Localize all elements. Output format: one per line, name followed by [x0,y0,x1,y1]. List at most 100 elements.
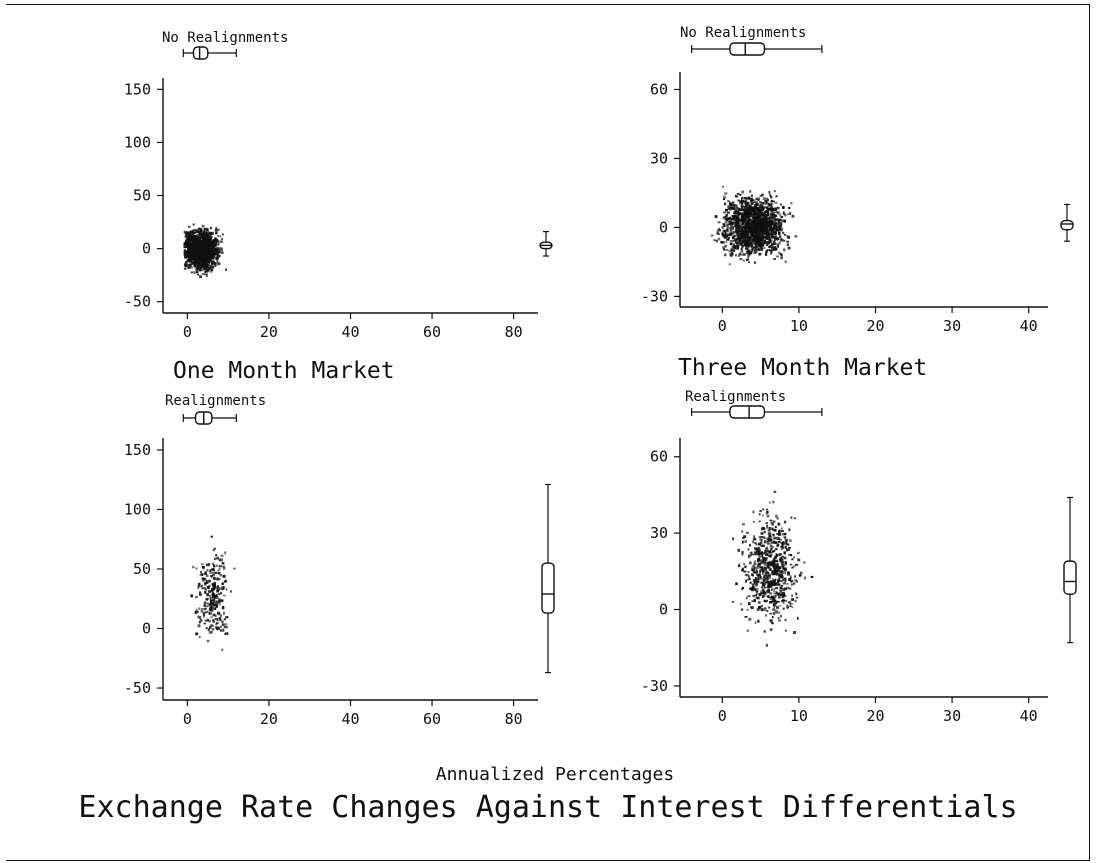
scatter-point [787,572,791,576]
box-label: No Realignments [162,30,288,46]
scatter-point [754,216,758,220]
scatter-point [788,528,791,532]
scatter-point [762,536,765,539]
scatter-point [751,234,755,238]
scatter-point [770,585,773,588]
scatter-point [794,599,797,603]
scatter-point [221,648,224,651]
scatter-point [766,218,770,220]
scatter-point [789,577,792,579]
scatter-point [774,230,777,233]
scatter-point [748,216,751,219]
scatter-point [773,226,776,229]
scatter-point [741,530,744,533]
scatter-point [772,608,775,611]
scatter-point [778,218,781,221]
scatter-point [206,610,209,613]
scatter-point [759,559,762,562]
scatter-point [216,244,220,247]
scatter-point [772,212,776,215]
scatter-point [217,619,219,622]
scatter-point [768,536,770,540]
scatter-point [781,595,785,598]
scatter-point [192,240,195,243]
scatter-point [218,627,221,630]
scatter-point [738,228,741,231]
scatter-point [764,216,767,220]
scatter-point [216,589,219,593]
scatter-point [748,205,752,207]
scatter-point [744,217,747,220]
scatter-point [197,263,201,266]
scatter-point [762,206,766,210]
scatter-point [737,199,740,202]
scatter-point [223,566,226,570]
scatter-point [789,212,792,215]
scatter-point [761,193,764,197]
scatter-point [201,244,205,247]
x-tick-label: 10 [790,707,808,725]
scatter-point [747,216,749,219]
scatter-point [756,608,760,611]
scatter-point [741,223,744,226]
scatter-point [758,536,762,538]
scatter-point [723,215,726,219]
scatter-point [770,243,774,246]
scatter-point [770,583,774,585]
scatter-point [776,237,780,241]
scatter-point [212,619,215,622]
scatter-point [215,247,217,250]
scatter-point [754,261,757,264]
scatter-point [785,542,788,545]
scatter-point [733,215,736,218]
scatter-point [779,224,783,227]
scatter-point [771,546,774,549]
scatter-point [212,587,214,590]
scatter-point [208,264,212,267]
scatter-point [761,527,763,531]
scatter-point [765,243,769,246]
scatter-point [217,598,221,601]
scatter-point [740,608,744,611]
scatter-point [769,555,772,558]
scatter-point [214,242,218,246]
scatter-point [773,258,777,260]
scatter-point [741,197,743,201]
scatter-point [200,240,203,243]
scatter-point [747,196,751,200]
scatter-point [766,211,769,215]
scatter-point [781,592,785,594]
scatter-point [211,571,215,574]
scatter-point [757,574,760,578]
scatter-point [732,222,735,225]
scatter-point [203,251,207,254]
scatter-point [734,218,736,221]
x-tick-label: 0 [718,707,727,725]
scatter-point [206,254,209,258]
scatter-point [757,216,760,219]
scatter-point [196,230,199,233]
scatter-point [741,196,744,199]
scatter-point [795,592,798,596]
scatter-point [769,537,772,541]
scatter-point [205,238,209,241]
scatter-point [760,590,762,594]
scatter-point [735,242,739,245]
scatter-point [723,195,726,199]
scatter-point [749,586,753,590]
scatter-point [788,547,791,549]
scatter-point [200,256,203,260]
scatter-point [770,236,773,239]
scatter-point [740,215,743,218]
scatter-point [766,209,769,213]
scatter-point [715,239,718,243]
scatter-point [788,587,792,590]
scatter-point [786,538,789,541]
scatter-point [786,240,789,243]
scatter-point [722,198,726,201]
x-tick-label: 20 [866,707,884,725]
scatter-point [724,235,727,238]
scatter-point [184,255,188,259]
scatter-point [213,594,216,597]
scatter-point [205,274,208,277]
